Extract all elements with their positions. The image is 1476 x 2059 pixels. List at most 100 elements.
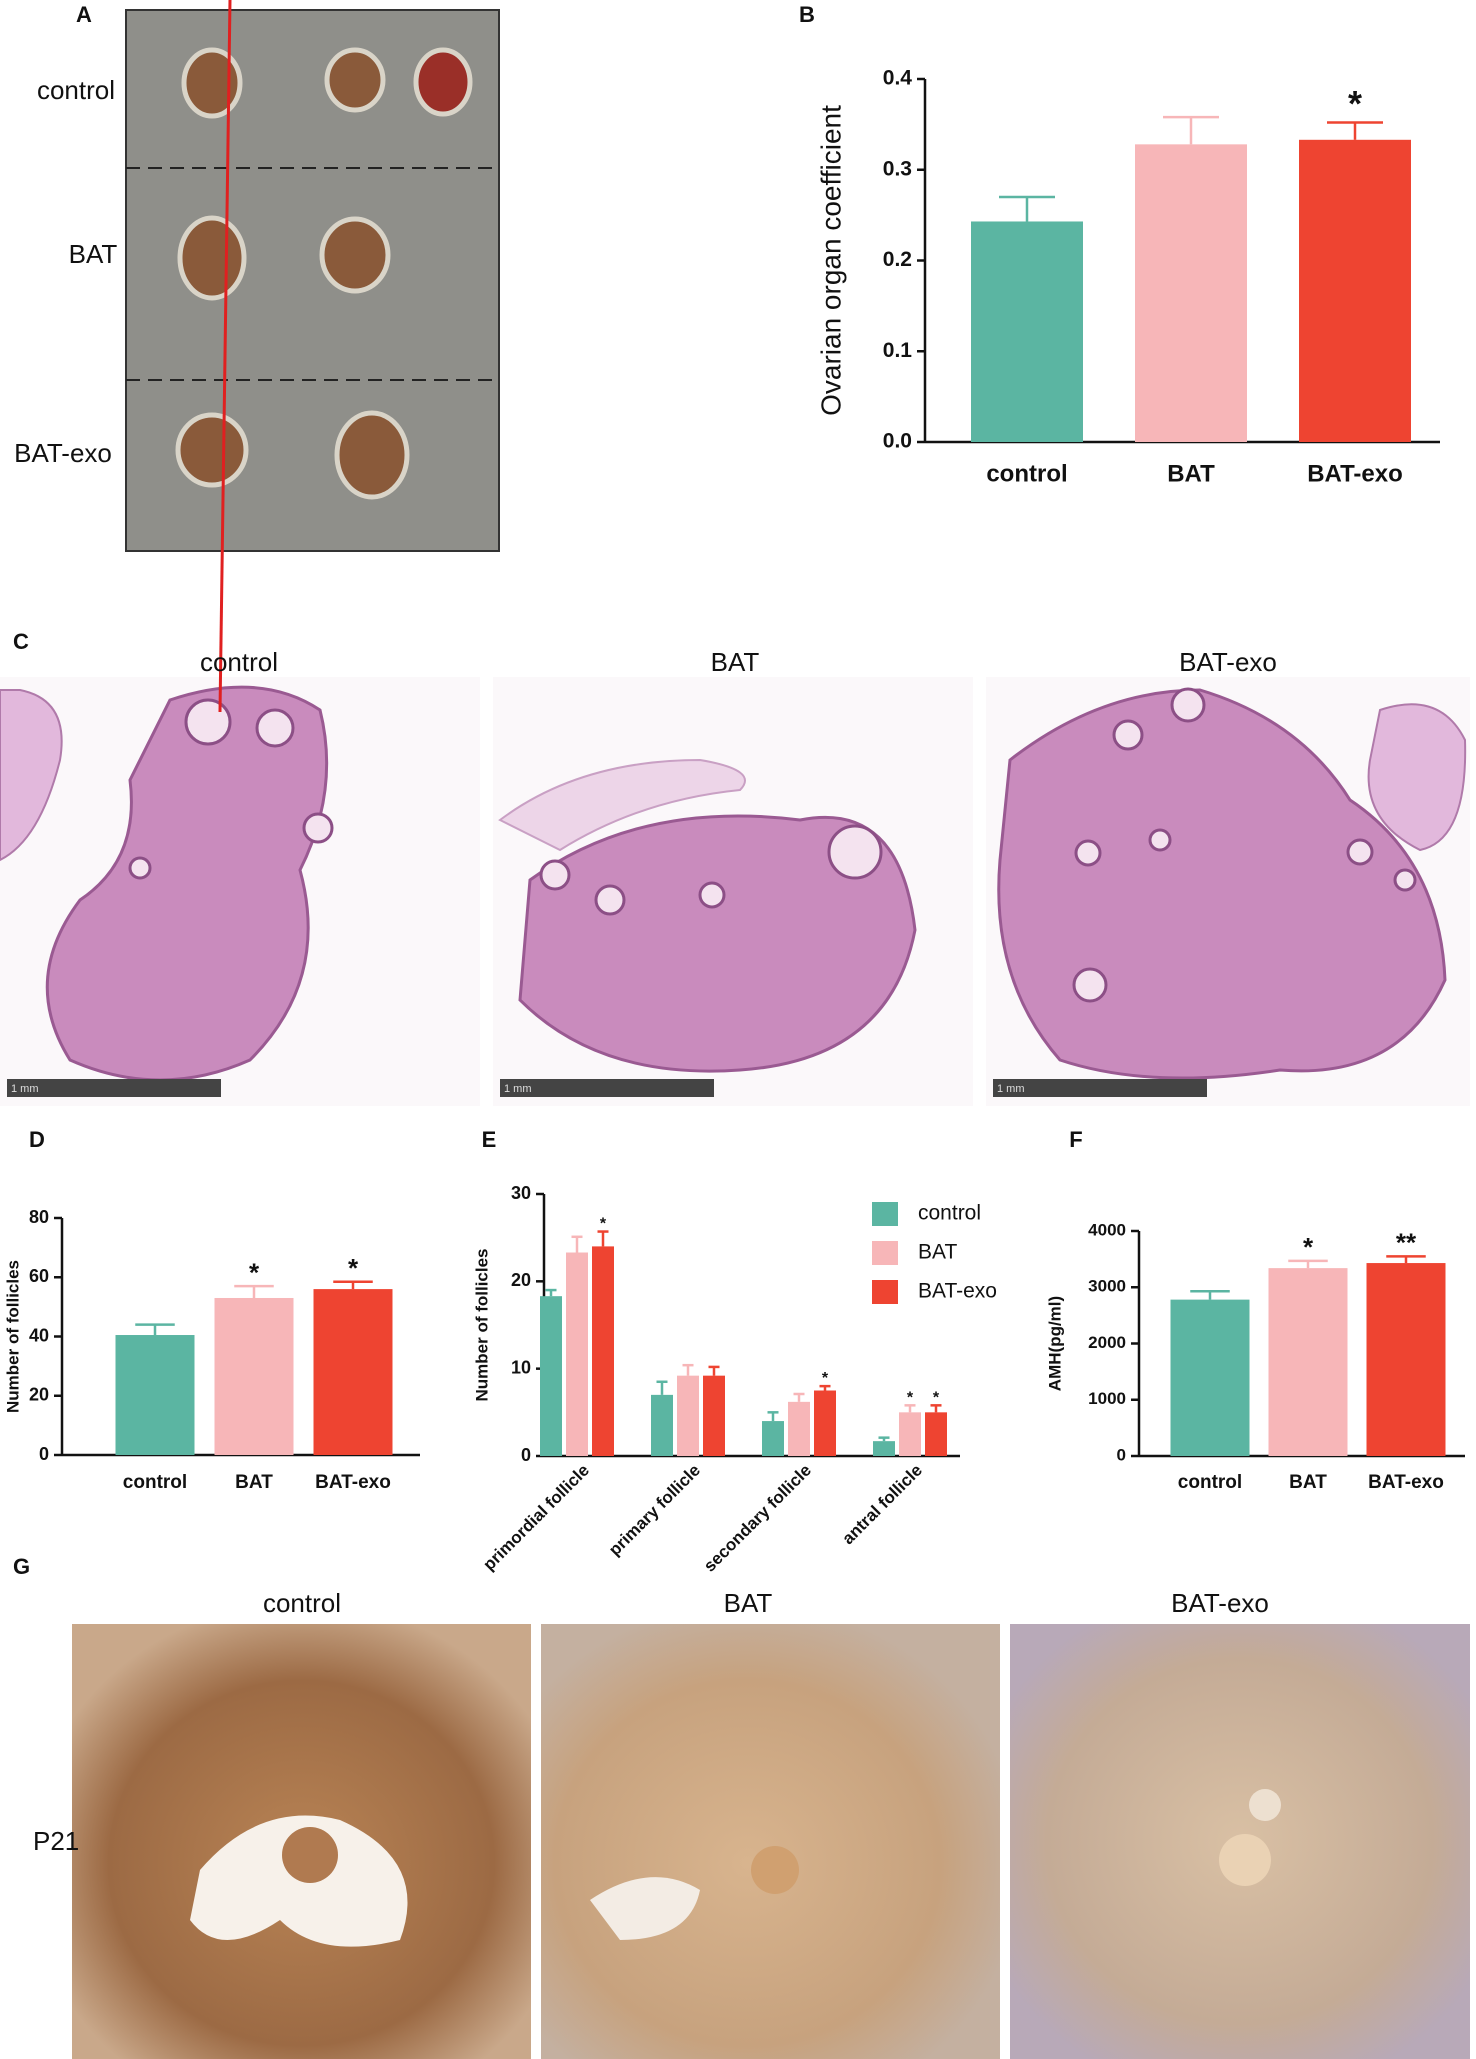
y-tick-label: 20 bbox=[511, 1270, 531, 1290]
significance: * bbox=[1303, 1232, 1314, 1262]
y-tick-label: 20 bbox=[29, 1385, 49, 1405]
x-tick-label: control bbox=[986, 460, 1067, 487]
x-tick-label: antral follicle bbox=[838, 1461, 926, 1549]
y-axis-label: Number of follicles bbox=[472, 1248, 491, 1401]
bar bbox=[971, 221, 1083, 442]
y-tick-label: 4000 bbox=[1088, 1220, 1126, 1239]
error-bar bbox=[135, 1323, 175, 1336]
x-tick-label: BAT bbox=[235, 1472, 273, 1493]
bar bbox=[677, 1375, 699, 1456]
bar bbox=[925, 1412, 947, 1456]
bar bbox=[566, 1252, 588, 1456]
error-bar bbox=[597, 1230, 609, 1247]
error-bar bbox=[1288, 1259, 1328, 1269]
scale-label: 1 mm bbox=[997, 1083, 1025, 1095]
bar bbox=[1366, 1263, 1446, 1456]
y-tick-label: 0.1 bbox=[883, 339, 913, 362]
y-tick-label: 80 bbox=[29, 1207, 49, 1227]
column-label: BAT-exo bbox=[1179, 647, 1277, 677]
bar bbox=[873, 1441, 895, 1456]
significance: * bbox=[933, 1389, 940, 1406]
bar bbox=[899, 1412, 921, 1456]
y-axis-label: AMH(pg/ml) bbox=[1045, 1296, 1064, 1391]
error-bar bbox=[545, 1288, 557, 1297]
x-tick-label: secondary follicle bbox=[700, 1461, 815, 1576]
error-bar bbox=[1327, 121, 1383, 140]
legend-label: control bbox=[918, 1202, 981, 1225]
bar bbox=[214, 1297, 294, 1455]
y-tick-label: 2000 bbox=[1088, 1333, 1126, 1352]
bar bbox=[762, 1421, 784, 1456]
significance: * bbox=[249, 1257, 260, 1287]
significance: * bbox=[1348, 83, 1362, 124]
error-bar bbox=[793, 1392, 805, 1402]
error-bar bbox=[333, 1280, 373, 1290]
y-tick-label: 0 bbox=[521, 1445, 531, 1465]
significance: * bbox=[600, 1216, 607, 1233]
bar bbox=[1268, 1268, 1348, 1456]
y-tick-label: 40 bbox=[29, 1325, 49, 1345]
bar bbox=[1170, 1299, 1250, 1456]
row-label: BAT-exo bbox=[14, 438, 112, 468]
column-label: BAT bbox=[724, 1588, 773, 1618]
error-bar bbox=[1163, 115, 1219, 145]
panel-label: G bbox=[13, 1554, 30, 1579]
panel-label: D bbox=[29, 1127, 45, 1152]
x-tick-label: control bbox=[1178, 1472, 1242, 1493]
y-tick-label: 0 bbox=[39, 1444, 49, 1464]
error-bar bbox=[1190, 1289, 1230, 1300]
panel-label: B bbox=[799, 2, 815, 27]
legend-swatch bbox=[872, 1241, 898, 1265]
y-tick-label: 10 bbox=[511, 1357, 531, 1377]
bar bbox=[814, 1390, 836, 1456]
scale-label: 1 mm bbox=[504, 1083, 532, 1095]
error-bar bbox=[656, 1380, 668, 1395]
error-bar bbox=[999, 195, 1055, 222]
error-bar bbox=[682, 1363, 694, 1376]
panel-label: E bbox=[482, 1127, 497, 1152]
error-bar bbox=[708, 1365, 720, 1376]
error-bar bbox=[571, 1235, 583, 1253]
x-tick-label: BAT-exo bbox=[1307, 460, 1403, 487]
panel-label: C bbox=[13, 629, 29, 654]
error-bar bbox=[819, 1384, 831, 1391]
significance: * bbox=[822, 1370, 829, 1387]
x-tick-label: BAT-exo bbox=[315, 1472, 391, 1493]
bar bbox=[592, 1246, 614, 1456]
significance: ** bbox=[1396, 1227, 1417, 1257]
bar bbox=[703, 1375, 725, 1456]
error-bar bbox=[1386, 1255, 1426, 1264]
column-label: BAT-exo bbox=[1171, 1588, 1269, 1618]
row-label: control bbox=[37, 75, 115, 105]
panel-label: A bbox=[76, 2, 92, 27]
bar bbox=[115, 1335, 195, 1455]
legend-label: BAT bbox=[918, 1241, 957, 1264]
y-tick-label: 3000 bbox=[1088, 1277, 1126, 1296]
row-label: P21 bbox=[33, 1826, 79, 1856]
x-tick-label: BAT bbox=[1167, 460, 1215, 487]
panel-label: F bbox=[1069, 1127, 1082, 1152]
x-tick-label: BAT-exo bbox=[1368, 1472, 1444, 1493]
y-tick-label: 0.3 bbox=[883, 157, 912, 180]
error-bar bbox=[930, 1404, 942, 1413]
bar bbox=[313, 1289, 393, 1455]
bar bbox=[1299, 139, 1411, 443]
y-axis-label: Number of follicles bbox=[3, 1260, 22, 1413]
y-tick-label: 30 bbox=[511, 1183, 531, 1203]
y-tick-label: 1000 bbox=[1088, 1389, 1126, 1408]
ovary-row-extra bbox=[413, 47, 473, 117]
ihc-g bbox=[72, 1624, 1470, 2059]
scale-label: 1 mm bbox=[11, 1083, 39, 1095]
y-tick-label: 0.2 bbox=[883, 248, 912, 271]
column-label: control bbox=[263, 1588, 341, 1618]
error-bar bbox=[904, 1404, 916, 1413]
legend-swatch bbox=[872, 1280, 898, 1304]
histology-c bbox=[0, 0, 1467, 1097]
y-tick-label: 0.0 bbox=[883, 430, 912, 453]
x-tick-label: control bbox=[123, 1472, 187, 1493]
column-label: BAT bbox=[711, 647, 760, 677]
row-label: BAT bbox=[69, 239, 118, 269]
bar bbox=[1135, 144, 1247, 442]
significance: * bbox=[907, 1389, 914, 1406]
